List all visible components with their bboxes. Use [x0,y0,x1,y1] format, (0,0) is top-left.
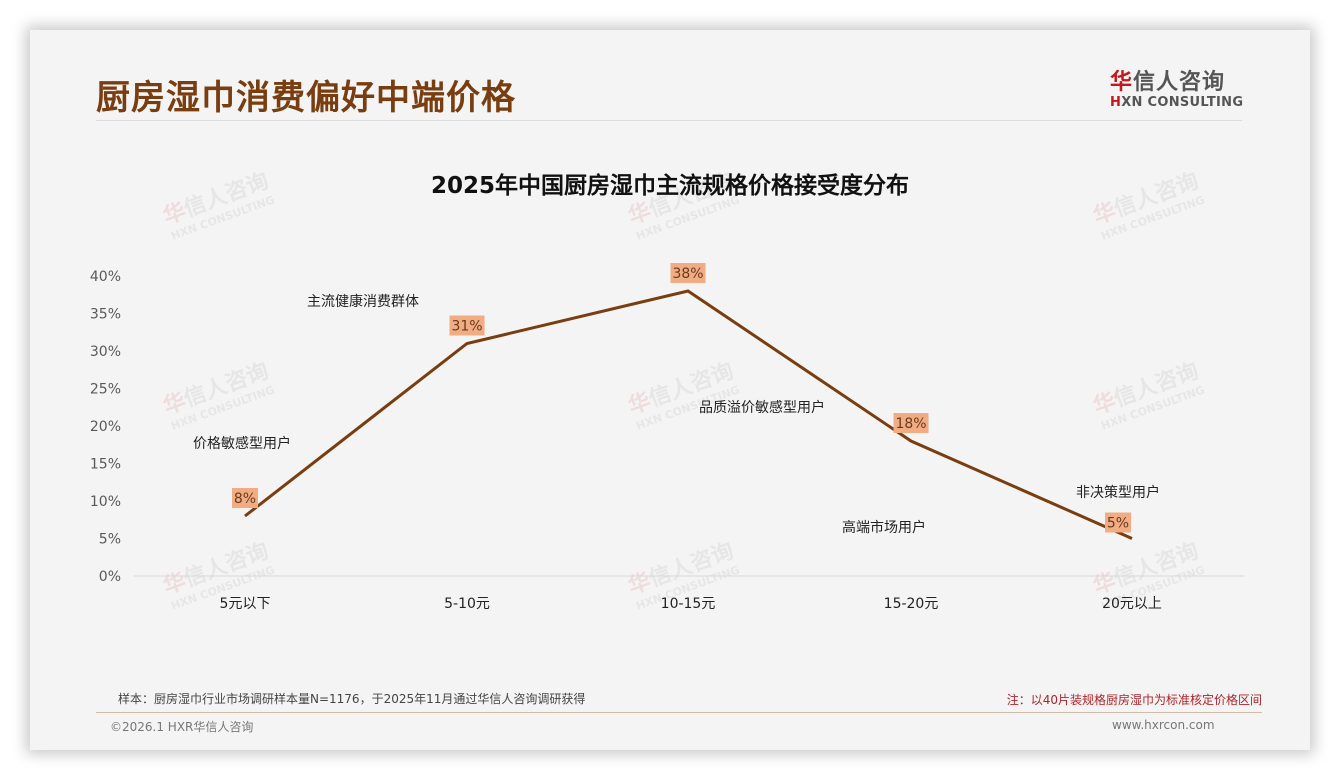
svg-text:38%: 38% [672,266,703,282]
y-tick-label: 0% [99,569,121,585]
company-logo: 华信人咨询 HXN CONSULTING [1110,64,1250,110]
y-axis: 0% 5% 10% 15% 20% 25% 30% 35% 40% [90,269,121,585]
x-tick-label: 5元以下 [220,596,271,612]
logo-english: HXN CONSULTING [1110,95,1244,110]
x-tick-label: 20元以上 [1102,596,1162,612]
chart-title: 2025年中国厨房湿巾主流规格价格接受度分布 [430,173,909,199]
y-tick-label: 35% [90,307,121,323]
svg-text:31%: 31% [451,319,482,335]
x-axis: 5元以下 5-10元 10-15元 15-20元 20元以上 [220,596,1162,612]
copyright: ©2026.1 HXR华信人咨询 [110,720,254,734]
website-link[interactable]: www.hxrcon.com [1112,718,1215,732]
y-tick-label: 15% [90,457,121,473]
x-tick-label: 5-10元 [444,596,490,612]
data-label: 38% [670,263,706,283]
title-divider [96,120,1242,121]
svg-text:8%: 8% [234,491,256,507]
data-label: 31% [449,315,485,336]
y-tick-label: 30% [90,344,121,360]
data-label: 5% [1105,512,1131,533]
footer-divider [96,712,1262,713]
y-tick-label: 10% [90,494,121,510]
x-tick-label: 15-20元 [884,596,939,612]
data-labels: 8% 31% 38% 18% 5% [232,263,1131,533]
segment-annotation: 品质溢价敏感型用户 [699,399,825,416]
sample-note: 样本：厨房湿巾行业市场调研样本量N=1176，于2025年11月通过华信人咨询调… [118,692,586,706]
data-label: 18% [893,413,929,433]
logo-chinese: 华信人咨询 [1110,70,1226,95]
line-chart: 0% 5% 10% 15% 20% 25% 30% 35% 40% 5元以下 5-10元 10-15… [90,263,1244,612]
segment-annotation: 价格敏感型用户 [193,435,291,452]
page-title: 厨房湿巾消费偏好中端价格 [96,78,516,118]
data-label: 8% [232,488,258,508]
price-note: 注：以40片装规格厨房湿巾为标准核定价格区间 [1006,693,1262,707]
y-tick-label: 40% [90,269,121,285]
series-line [244,289,1133,540]
slide: 华信人咨询 HXN CONSULTING 华信人咨询 HXN CONSULTIN… [30,30,1310,750]
y-tick-label: 20% [90,419,121,435]
segment-annotation: 高端市场用户 [842,519,926,536]
x-tick-label: 10-15元 [661,596,716,612]
svg-text:5%: 5% [1107,516,1129,532]
segment-annotation: 非决策型用户 [1076,484,1160,501]
y-tick-label: 5% [99,532,121,548]
y-tick-label: 25% [90,382,121,398]
segment-annotation: 主流健康消费群体 [307,293,419,310]
svg-text:18%: 18% [895,416,926,432]
